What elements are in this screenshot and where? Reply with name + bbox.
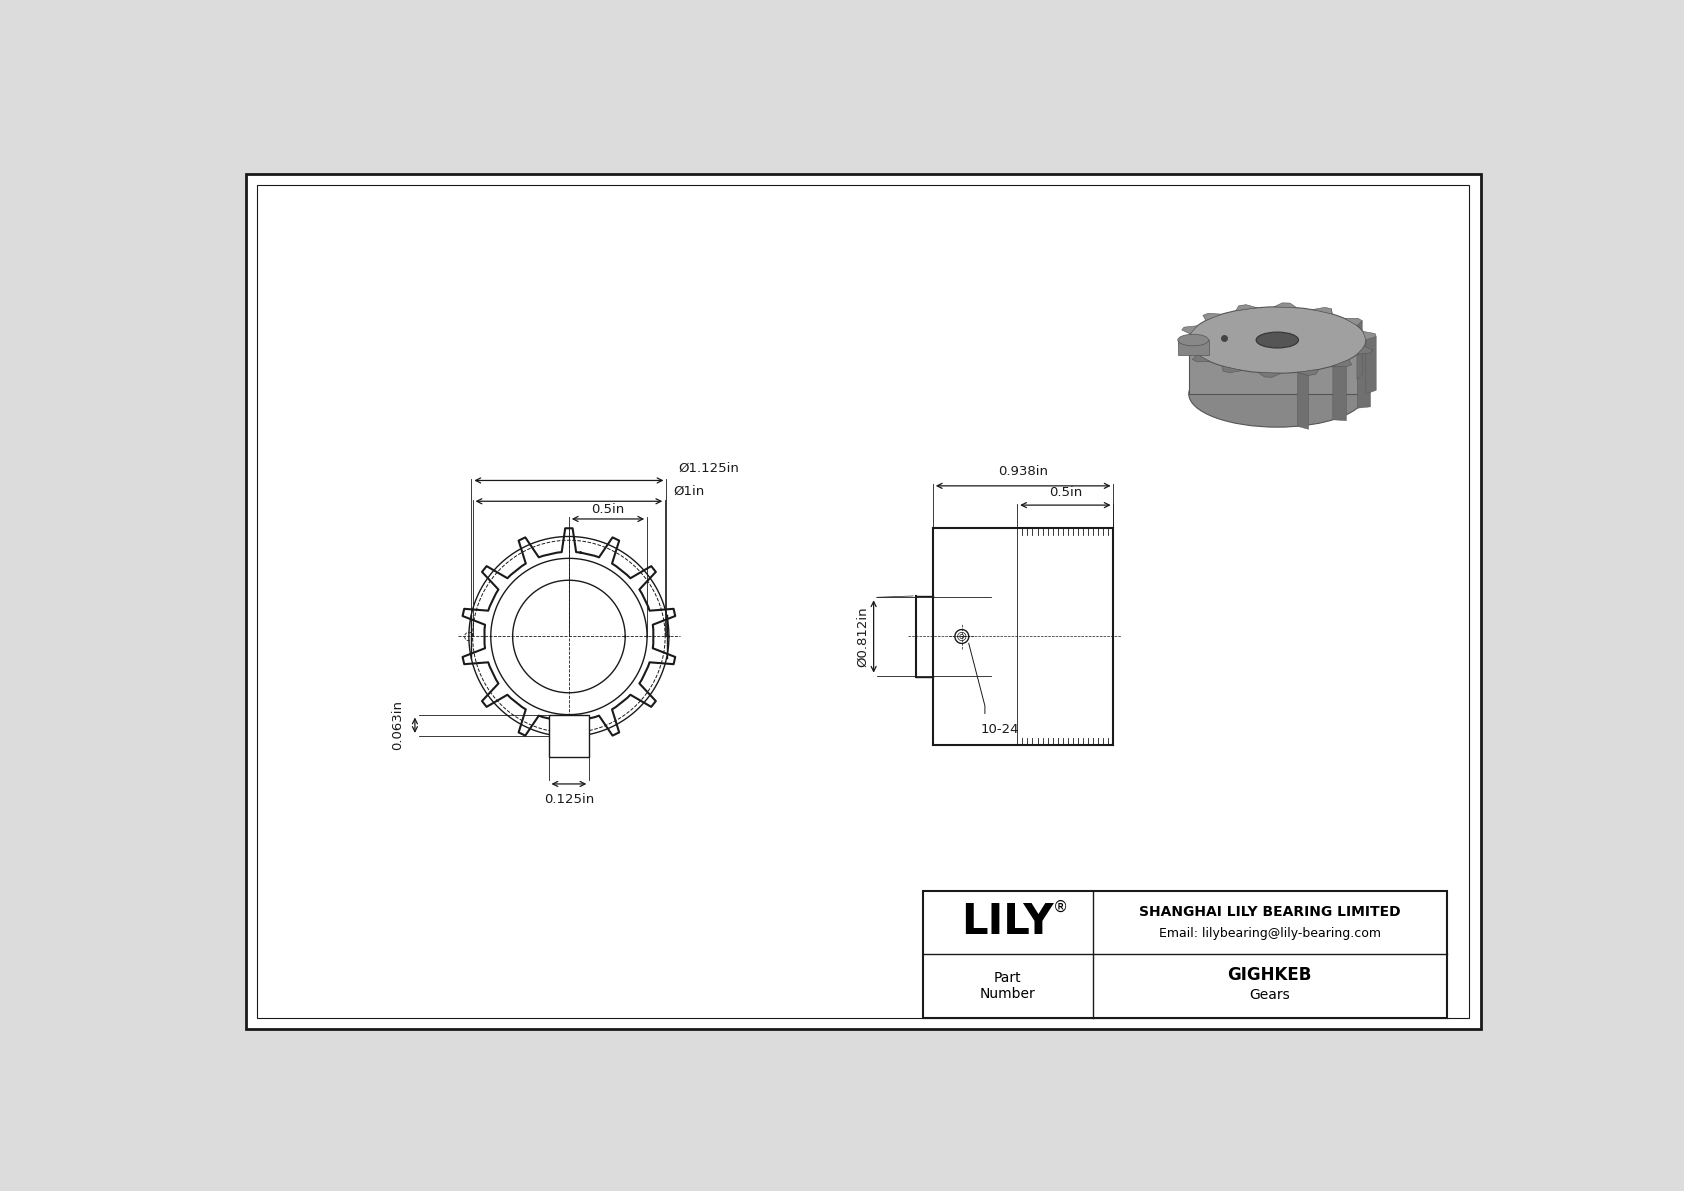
- Polygon shape: [1179, 341, 1192, 349]
- Text: SHANGHAI LILY BEARING LIMITED: SHANGHAI LILY BEARING LIMITED: [1138, 905, 1401, 918]
- Polygon shape: [1357, 320, 1362, 380]
- Polygon shape: [1297, 373, 1308, 429]
- Polygon shape: [1362, 331, 1376, 339]
- Bar: [1189, 341, 1366, 394]
- Polygon shape: [1357, 347, 1372, 354]
- Bar: [1177, 341, 1209, 355]
- Polygon shape: [1192, 355, 1211, 362]
- Polygon shape: [1202, 313, 1223, 320]
- Text: 0.063in: 0.063in: [391, 700, 404, 750]
- Polygon shape: [1344, 318, 1362, 325]
- Polygon shape: [1223, 366, 1243, 373]
- Text: GIGHKEB: GIGHKEB: [1228, 966, 1312, 984]
- Polygon shape: [1312, 307, 1332, 314]
- Text: 10-24: 10-24: [982, 723, 1019, 736]
- Ellipse shape: [1177, 335, 1209, 345]
- Text: Gears: Gears: [1250, 989, 1290, 1002]
- Text: 0.5in: 0.5in: [1049, 486, 1083, 499]
- Polygon shape: [1366, 337, 1376, 394]
- Polygon shape: [1357, 353, 1371, 409]
- Polygon shape: [1297, 369, 1319, 375]
- Text: Ø1in: Ø1in: [674, 485, 704, 498]
- Bar: [923, 891, 1447, 1017]
- Polygon shape: [1258, 373, 1282, 378]
- Ellipse shape: [1189, 361, 1366, 428]
- Text: LILY: LILY: [962, 902, 1054, 943]
- Bar: [556, 715, 583, 736]
- Text: 0.5in: 0.5in: [591, 503, 625, 516]
- Polygon shape: [1332, 366, 1347, 420]
- Polygon shape: [1332, 360, 1352, 367]
- Polygon shape: [1273, 303, 1297, 307]
- Ellipse shape: [1189, 307, 1366, 373]
- Polygon shape: [1236, 305, 1258, 311]
- Text: 0.125in: 0.125in: [544, 793, 594, 806]
- Text: Part
Number: Part Number: [980, 971, 1036, 1000]
- Polygon shape: [1182, 326, 1197, 333]
- Ellipse shape: [1256, 332, 1298, 348]
- Text: Email: lilybearing@lily-bearing.com: Email: lilybearing@lily-bearing.com: [1159, 927, 1381, 940]
- Text: Ø0.812in: Ø0.812in: [855, 606, 869, 667]
- Text: Ø1.125in: Ø1.125in: [679, 461, 739, 474]
- Text: 0.938in: 0.938in: [999, 466, 1047, 478]
- Text: ®: ®: [1052, 900, 1068, 915]
- Bar: [549, 715, 589, 757]
